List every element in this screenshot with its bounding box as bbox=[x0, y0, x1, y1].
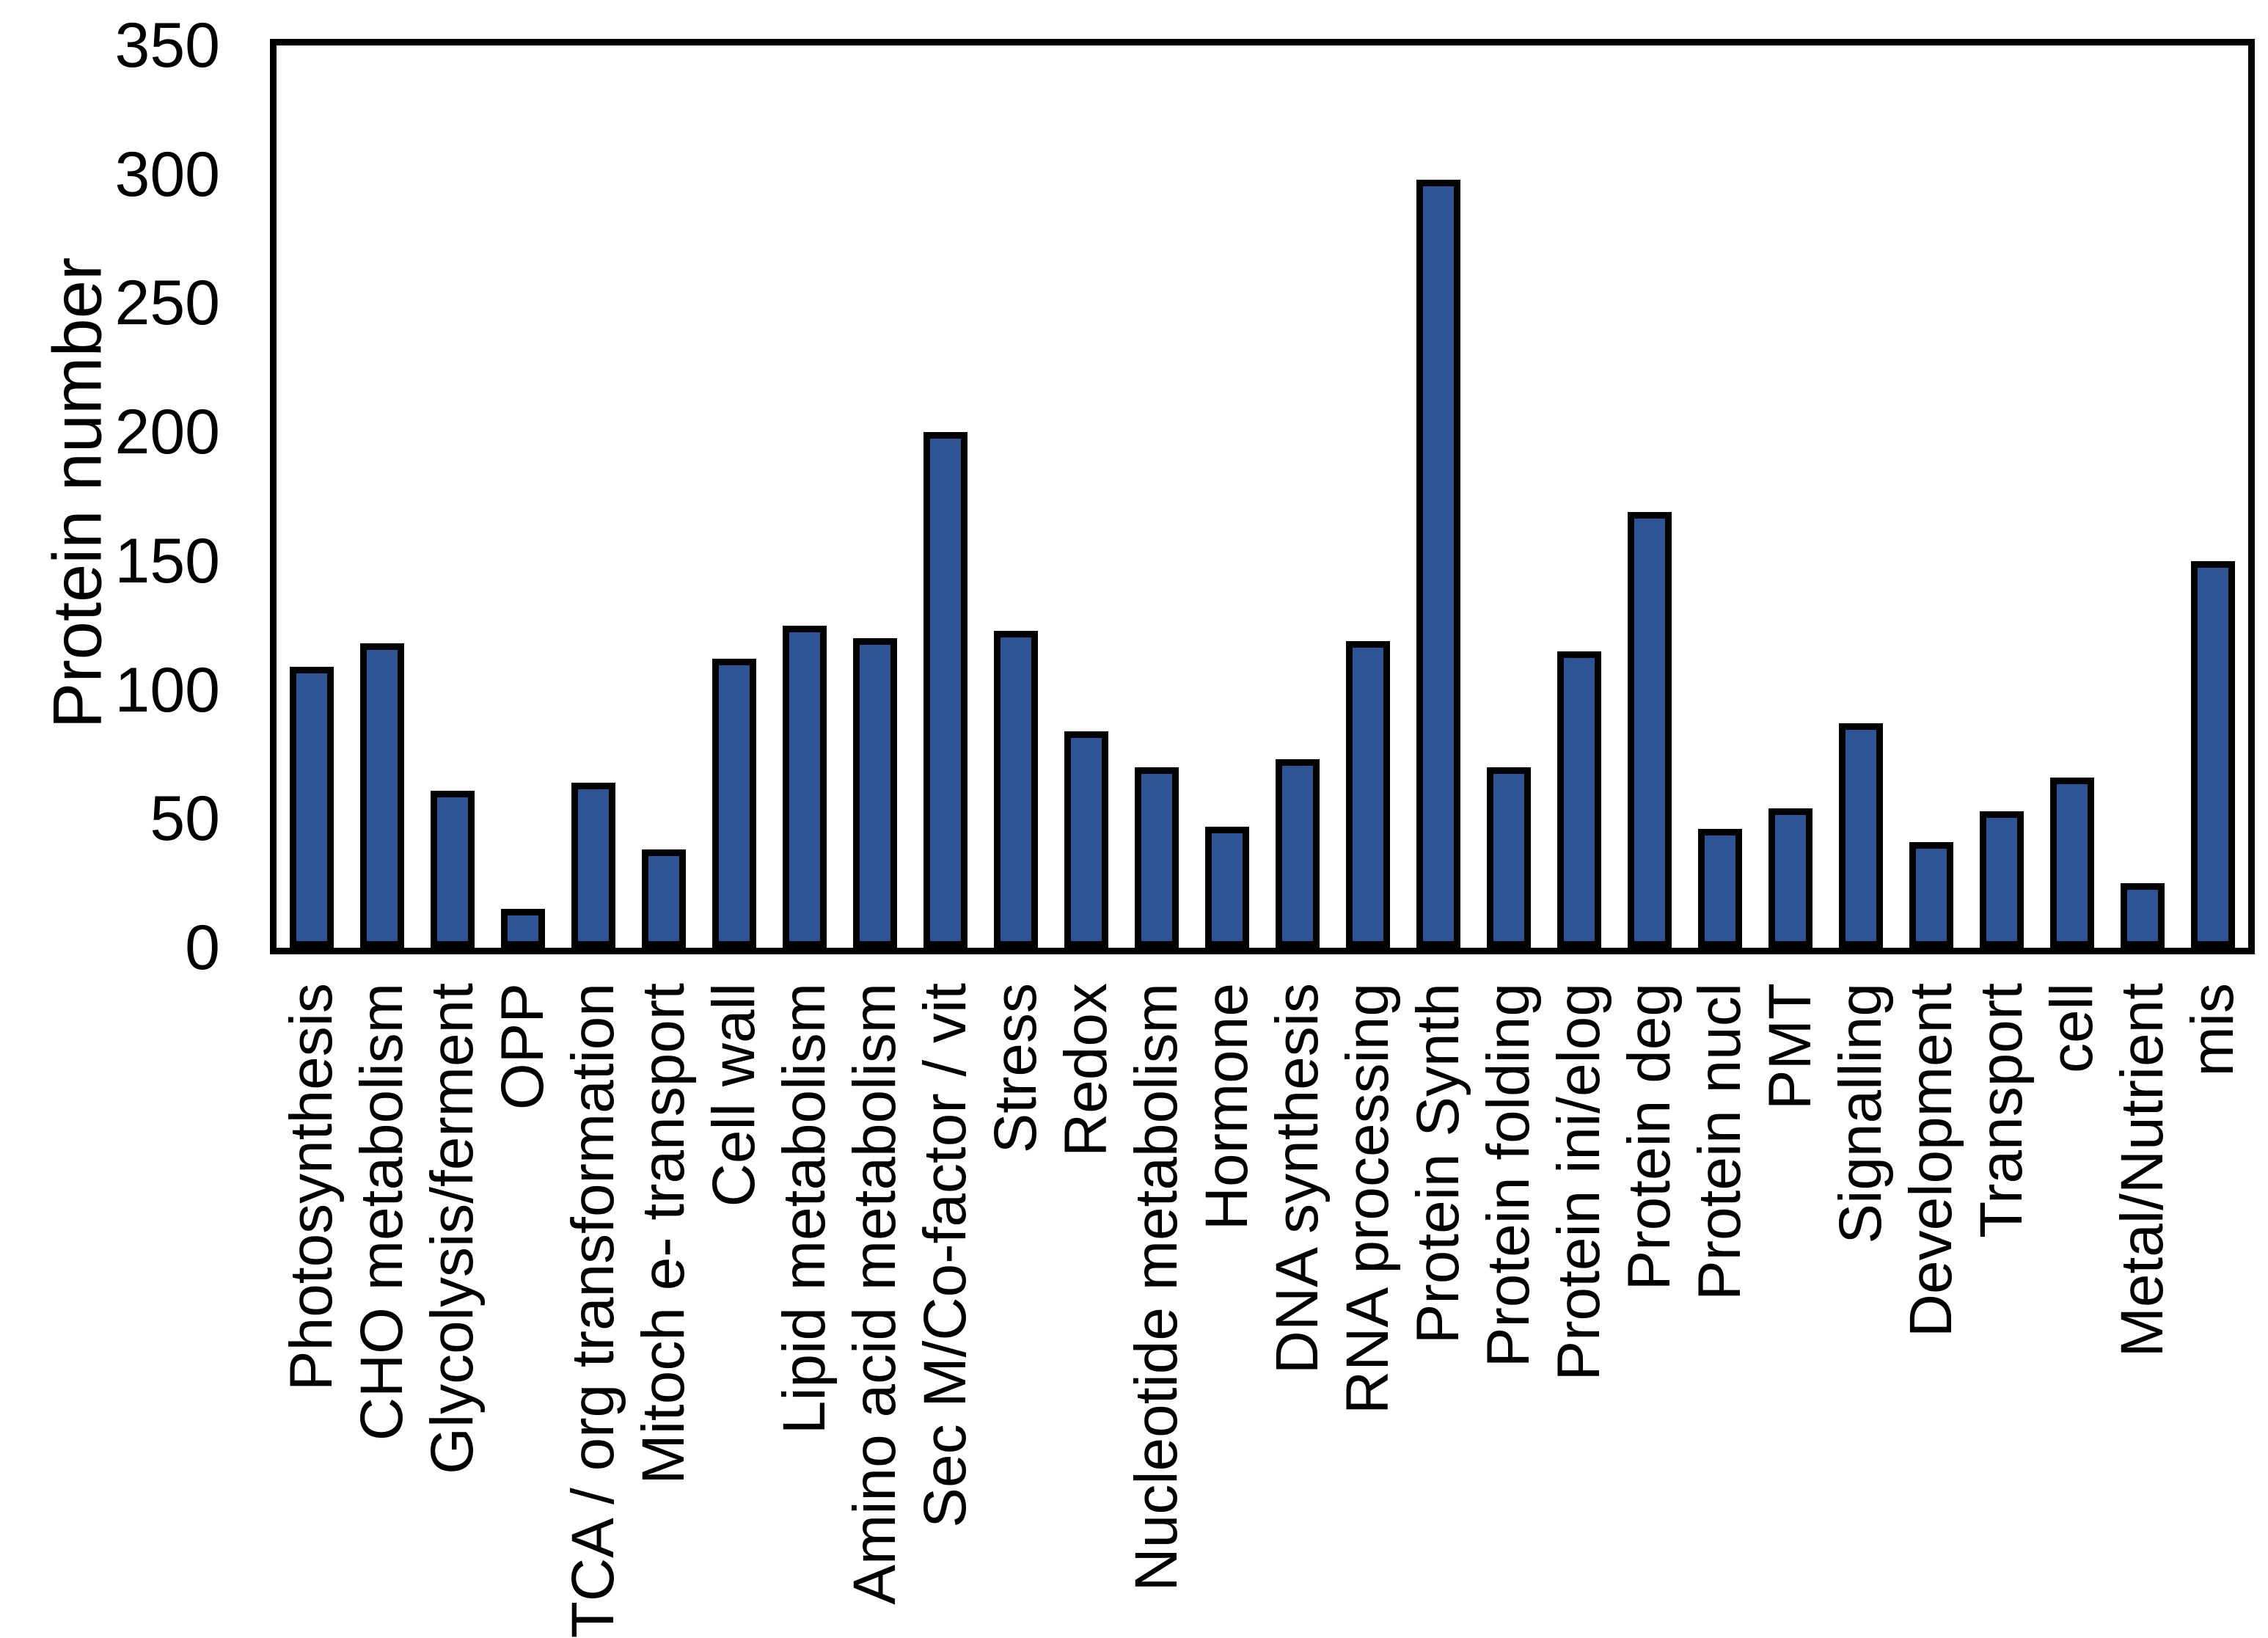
x-tick-label: Redox bbox=[1053, 983, 1119, 1158]
y-axis-title: Protein number bbox=[38, 257, 116, 729]
y-tick-label: 150 bbox=[114, 526, 221, 596]
x-tick-label: Photosynthesis bbox=[278, 983, 345, 1392]
plot-frame bbox=[270, 39, 2255, 954]
x-tick-label: OPP bbox=[489, 983, 556, 1111]
bar bbox=[783, 626, 827, 948]
bar bbox=[994, 631, 1038, 948]
bar bbox=[1276, 759, 1320, 948]
x-tick-label: Cell wall bbox=[700, 983, 767, 1207]
bar bbox=[501, 909, 545, 948]
y-tick-label: 350 bbox=[114, 10, 221, 81]
bar bbox=[1698, 829, 1742, 948]
bar bbox=[2121, 883, 2165, 948]
y-tick-label: 250 bbox=[114, 268, 221, 338]
bar bbox=[853, 638, 897, 948]
bar bbox=[1628, 512, 1672, 948]
bar bbox=[712, 659, 756, 948]
bar bbox=[1064, 731, 1108, 948]
x-tick-label: CHO metabolism bbox=[348, 983, 415, 1441]
x-tick-label: DNA synthesis bbox=[1264, 983, 1331, 1375]
bar bbox=[1768, 808, 1812, 948]
x-tick-label: Development bbox=[1898, 983, 1964, 1338]
x-tick-label: Protein folding bbox=[1475, 983, 1542, 1368]
bar bbox=[571, 783, 615, 948]
x-tick-label: RNA processing bbox=[1334, 983, 1401, 1414]
x-tick-label: Stress bbox=[982, 983, 1049, 1154]
bar bbox=[2050, 778, 2094, 948]
x-tick-label: Nucleotide metabolism bbox=[1123, 983, 1190, 1592]
x-tick-label: Signalling bbox=[1827, 983, 1894, 1244]
x-tick-label: Protein ini/elog bbox=[1545, 983, 1612, 1381]
x-tick-label: PMT bbox=[1757, 983, 1823, 1111]
x-tick-label: Lipid metabolism bbox=[771, 983, 838, 1435]
bar bbox=[1980, 811, 2024, 948]
x-tick-label: Protein nucl bbox=[1686, 983, 1753, 1301]
bar bbox=[2191, 561, 2235, 948]
y-tick-label: 300 bbox=[114, 139, 221, 210]
x-tick-label: Mitoch e- transport bbox=[630, 983, 697, 1485]
x-tick-label: Amino acid metabolism bbox=[841, 983, 908, 1605]
y-tick-label: 100 bbox=[114, 655, 221, 725]
x-tick-label: Protein Synth bbox=[1405, 983, 1471, 1345]
bar bbox=[1909, 842, 1953, 948]
x-tick-label: Transport bbox=[1968, 983, 2035, 1238]
bar bbox=[1135, 767, 1179, 948]
x-tick-label: Glycolysis/ferment bbox=[419, 983, 486, 1474]
bar bbox=[431, 791, 475, 948]
x-tick-label: cell bbox=[2038, 983, 2105, 1074]
x-tick-label: Protein deg bbox=[1616, 983, 1683, 1291]
x-tick-label: Hormone bbox=[1193, 983, 1260, 1231]
bar bbox=[1487, 767, 1531, 948]
bar bbox=[1557, 651, 1601, 948]
y-tick-label: 200 bbox=[114, 397, 221, 467]
x-tick-label: Metal/Nutrient bbox=[2109, 983, 2176, 1358]
bar bbox=[1839, 723, 1883, 948]
y-tick-label: 50 bbox=[150, 783, 220, 854]
x-tick-label: mis bbox=[2179, 983, 2246, 1077]
bar bbox=[923, 432, 967, 948]
x-tick-label: Sec M/Co-factor / vit bbox=[912, 983, 978, 1528]
bar bbox=[1346, 641, 1390, 948]
y-tick-label: 0 bbox=[185, 913, 220, 983]
bar bbox=[360, 643, 404, 948]
bar bbox=[642, 849, 686, 948]
bar bbox=[1205, 827, 1249, 948]
bar bbox=[290, 667, 334, 948]
bar bbox=[1416, 180, 1460, 948]
x-tick-label: TCA / org transformation bbox=[560, 983, 626, 1638]
